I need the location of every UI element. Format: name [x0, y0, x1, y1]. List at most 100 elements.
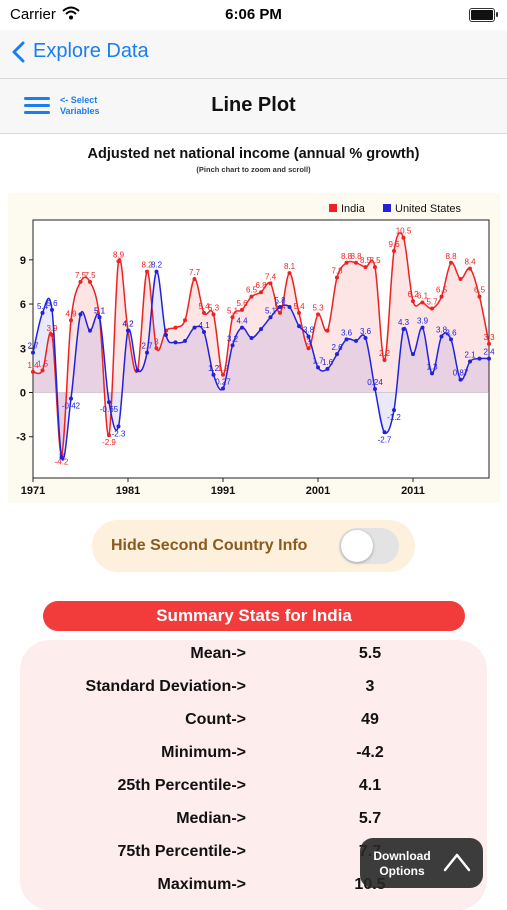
data-point: [449, 337, 453, 342]
data-point: [306, 334, 311, 339]
line-chart[interactable]: 1.41.5 3.9 -4.2 4.9 7.57.5 5.1 -2.9 8.9 4.2 8.2 3 7…: [8, 193, 500, 503]
data-point: [221, 372, 225, 377]
data-label: 5.3: [312, 303, 324, 312]
back-label: Explore Data: [33, 40, 149, 62]
data-label: 6.2: [407, 290, 419, 299]
data-label: 5.3: [208, 303, 220, 312]
data-point: [439, 334, 444, 339]
data-label: 3.2: [227, 334, 239, 343]
data-label: 7.4: [265, 272, 277, 281]
data-label: 1.5: [37, 359, 49, 368]
series-line-1: [32, 270, 490, 461]
stat-label: Mean->: [190, 645, 246, 662]
data-label: 10.5: [396, 227, 412, 236]
data-point: [259, 327, 263, 332]
chevron-left-icon: [12, 41, 25, 62]
data-point: [268, 281, 273, 286]
data-point: [430, 371, 434, 376]
y-tick-label: 0: [20, 387, 26, 399]
data-point: [420, 300, 425, 305]
data-point: [192, 276, 197, 281]
data-point: [164, 332, 168, 337]
download-label-line2: Options: [379, 864, 425, 878]
data-label: 2.4: [483, 348, 495, 357]
data-point: [31, 369, 35, 374]
data-point: [316, 312, 320, 317]
data-label: 8.8: [445, 252, 457, 261]
navigation-bar: Explore Data: [0, 30, 507, 79]
data-point: [335, 275, 339, 280]
data-label: 5.1: [94, 306, 106, 315]
data-point: [297, 310, 301, 315]
data-point: [477, 356, 482, 361]
menu-icon[interactable]: [24, 97, 50, 115]
data-point: [240, 307, 244, 312]
data-label: 1.2: [217, 364, 229, 373]
data-point: [126, 328, 130, 333]
stat-row-p25: 25th Percentile-> 4.1: [20, 777, 487, 801]
data-point: [297, 324, 301, 329]
back-button[interactable]: Explore Data: [12, 40, 149, 63]
x-tick-label: 2001: [306, 485, 330, 497]
select-variables-line1: <- Select: [60, 95, 98, 105]
stat-row-minimum: Minimum-> -4.2: [20, 744, 487, 768]
data-point: [145, 350, 149, 355]
data-point: [183, 338, 187, 343]
download-options-button[interactable]: Download Options: [360, 838, 483, 888]
data-label: 4.9: [65, 309, 77, 318]
data-label: -2.9: [102, 438, 116, 447]
hide-second-country-switch[interactable]: [339, 528, 399, 564]
stat-row-median: Median-> 5.7: [20, 810, 487, 834]
data-label: 3.8: [436, 325, 448, 334]
data-label: 5.8: [274, 296, 286, 305]
data-point: [192, 325, 197, 330]
data-label: 3: [306, 337, 311, 346]
data-label: 8.2: [141, 261, 153, 270]
data-label: 6.5: [246, 286, 258, 295]
data-label: 5.6: [46, 299, 58, 308]
data-label: 2.7: [27, 342, 39, 351]
data-point: [240, 325, 244, 330]
data-point: [411, 299, 415, 304]
legend-label: United States: [395, 203, 462, 215]
wifi-icon: [62, 6, 80, 25]
data-point: [468, 359, 472, 364]
data-point: [88, 328, 92, 333]
data-label: 8.9: [113, 250, 125, 259]
data-point: [183, 318, 187, 323]
data-point: [344, 260, 349, 265]
stat-label: Maximum->: [157, 876, 246, 893]
chevron-up-icon: [443, 853, 471, 872]
data-point: [230, 315, 235, 320]
data-label: 5.4: [198, 302, 210, 311]
y-tick-label: 6: [20, 299, 26, 311]
data-label: 2.7: [141, 342, 153, 351]
data-point: [135, 368, 140, 373]
data-label: 1.4: [27, 361, 39, 370]
data-point: [316, 365, 320, 370]
data-point: [154, 269, 159, 274]
data-point: [31, 350, 35, 355]
data-label: 5.4: [293, 302, 305, 311]
data-label: 3.9: [417, 317, 429, 326]
data-label: 8.8: [350, 252, 362, 261]
stat-label: Median->: [176, 810, 246, 827]
x-tick-label: 1981: [116, 485, 140, 497]
data-label: 3.9: [46, 324, 58, 333]
data-point: [468, 266, 472, 271]
data-point: [306, 346, 311, 351]
data-point: [249, 294, 254, 299]
data-point: [335, 352, 339, 357]
y-tick-label: 3: [20, 343, 26, 355]
data-label: 0.24: [367, 378, 383, 387]
data-label: 8.2: [151, 261, 163, 270]
chart-subtitle: (Pinch chart to zoom and scroll): [196, 165, 311, 174]
series-area-1: [33, 271, 489, 461]
data-point: [59, 455, 64, 460]
data-label: 7.7: [189, 268, 201, 277]
data-point: [97, 315, 102, 320]
data-label: 8.5: [369, 256, 381, 265]
data-point: [325, 366, 330, 371]
select-variables-button[interactable]: <- Select Variables: [60, 95, 100, 117]
data-label: 5.4: [37, 302, 49, 311]
